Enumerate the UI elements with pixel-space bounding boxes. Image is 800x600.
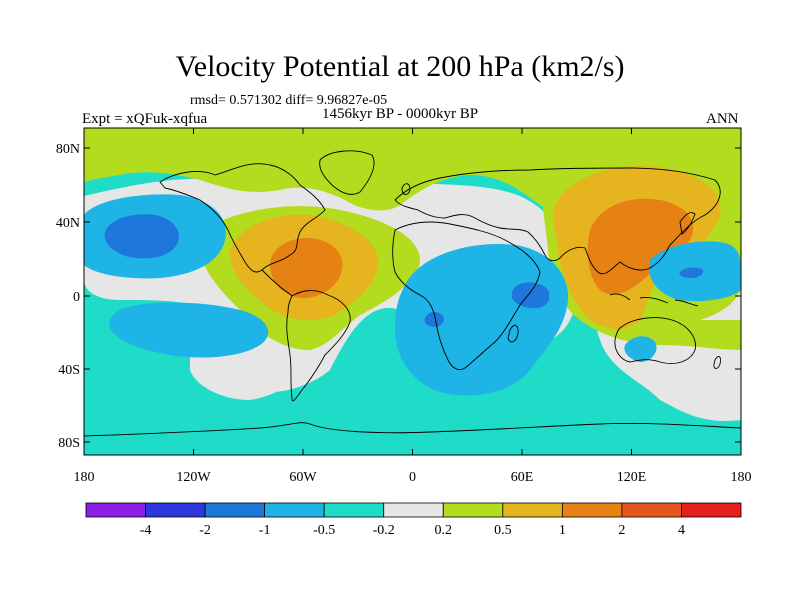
lon-tick-label: 180 bbox=[74, 470, 95, 485]
field-negative-mid-africa-west bbox=[424, 312, 444, 328]
colorbar-label: -0.5 bbox=[313, 523, 335, 538]
colorbar-box bbox=[264, 502, 325, 518]
colorbar-box bbox=[561, 502, 623, 518]
lat-tick-label: 40N bbox=[56, 216, 80, 231]
coast-japan bbox=[679, 212, 696, 235]
coast-uk bbox=[401, 183, 411, 195]
colorbar-label: -4 bbox=[140, 523, 152, 538]
colorbar-label: -0.2 bbox=[373, 523, 395, 538]
lat-tick-label: 80S bbox=[58, 436, 80, 451]
contour-fields bbox=[84, 128, 741, 455]
field-negative-south-pacific bbox=[109, 302, 269, 358]
coastlines bbox=[84, 150, 741, 437]
colorbar-label: 0.2 bbox=[435, 523, 453, 538]
colorbar-box bbox=[204, 502, 266, 518]
coast-africa bbox=[392, 221, 541, 371]
coast-maritime bbox=[609, 293, 699, 307]
colorbar-box bbox=[145, 502, 206, 518]
colorbar-box bbox=[621, 502, 682, 518]
colorbar-label: 2 bbox=[618, 523, 625, 538]
coast-antarctica bbox=[84, 422, 741, 437]
field-negative-australia bbox=[624, 336, 657, 362]
lon-tick-label: 120W bbox=[176, 470, 211, 485]
lon-tick-labels: 180 120W 60W 0 60E 120E 180 bbox=[74, 470, 752, 485]
colorbar-box bbox=[442, 502, 504, 518]
colorbar-label: -2 bbox=[199, 523, 211, 538]
coast-eurasia bbox=[394, 167, 721, 275]
period-subtitle: 1456kyr BP - 0000kyr BP bbox=[322, 106, 479, 122]
colorbar-label: 0.5 bbox=[494, 523, 512, 538]
colorbar-box bbox=[323, 502, 385, 518]
plot-title: Velocity Potential at 200 hPa (km2/s) bbox=[175, 50, 625, 83]
colorbar-box bbox=[681, 502, 742, 518]
lon-tick-label: 180 bbox=[731, 470, 752, 485]
axis-ticks bbox=[83, 128, 742, 455]
colorbar-label: -1 bbox=[259, 523, 271, 538]
lat-tick-label: 40S bbox=[58, 363, 80, 378]
coast-greenland bbox=[319, 150, 375, 195]
field-positive-north bbox=[84, 128, 741, 211]
season-label: ANN bbox=[706, 111, 739, 127]
coast-south-america bbox=[286, 290, 351, 402]
colorbar-labels: -4 -2 -1 -0.5 -0.2 0.2 0.5 1 2 4 bbox=[140, 523, 685, 538]
lat-tick-label: 0 bbox=[73, 290, 80, 305]
field-positive-strong-asia bbox=[587, 198, 694, 295]
lon-tick-label: 60E bbox=[511, 470, 534, 485]
lon-tick-label: 0 bbox=[409, 470, 416, 485]
field-negative-mid-pacific bbox=[104, 214, 179, 259]
lon-tick-label: 60W bbox=[289, 470, 317, 485]
coast-north-america bbox=[159, 163, 326, 273]
experiment-label: Expt = xQFuk-xqfua bbox=[82, 111, 208, 127]
coast-central-america bbox=[261, 269, 293, 297]
coast-madagascar bbox=[507, 324, 519, 343]
field-negative-mid-africa-east bbox=[512, 282, 550, 309]
coast-new-zealand bbox=[713, 356, 721, 369]
lat-tick-label: 80N bbox=[56, 142, 80, 157]
lat-tick-labels: 80N 40N 0 40S 80S bbox=[56, 142, 80, 451]
field-positive-strong-americas bbox=[270, 237, 343, 299]
field-negative-africa bbox=[395, 244, 569, 396]
colorbar-label: 1 bbox=[559, 523, 566, 538]
coast-australia bbox=[614, 317, 696, 364]
colorbar-box bbox=[383, 502, 444, 518]
colorbar bbox=[85, 502, 742, 518]
lon-tick-label: 120E bbox=[617, 470, 647, 485]
field-negative-mid-west-pacific bbox=[679, 267, 704, 279]
colorbar-label: 4 bbox=[678, 523, 685, 538]
stats-subtitle: rmsd= 0.571302 diff= 9.96827e-05 bbox=[190, 93, 388, 108]
colorbar-box bbox=[502, 502, 563, 518]
colorbar-box bbox=[85, 502, 146, 518]
